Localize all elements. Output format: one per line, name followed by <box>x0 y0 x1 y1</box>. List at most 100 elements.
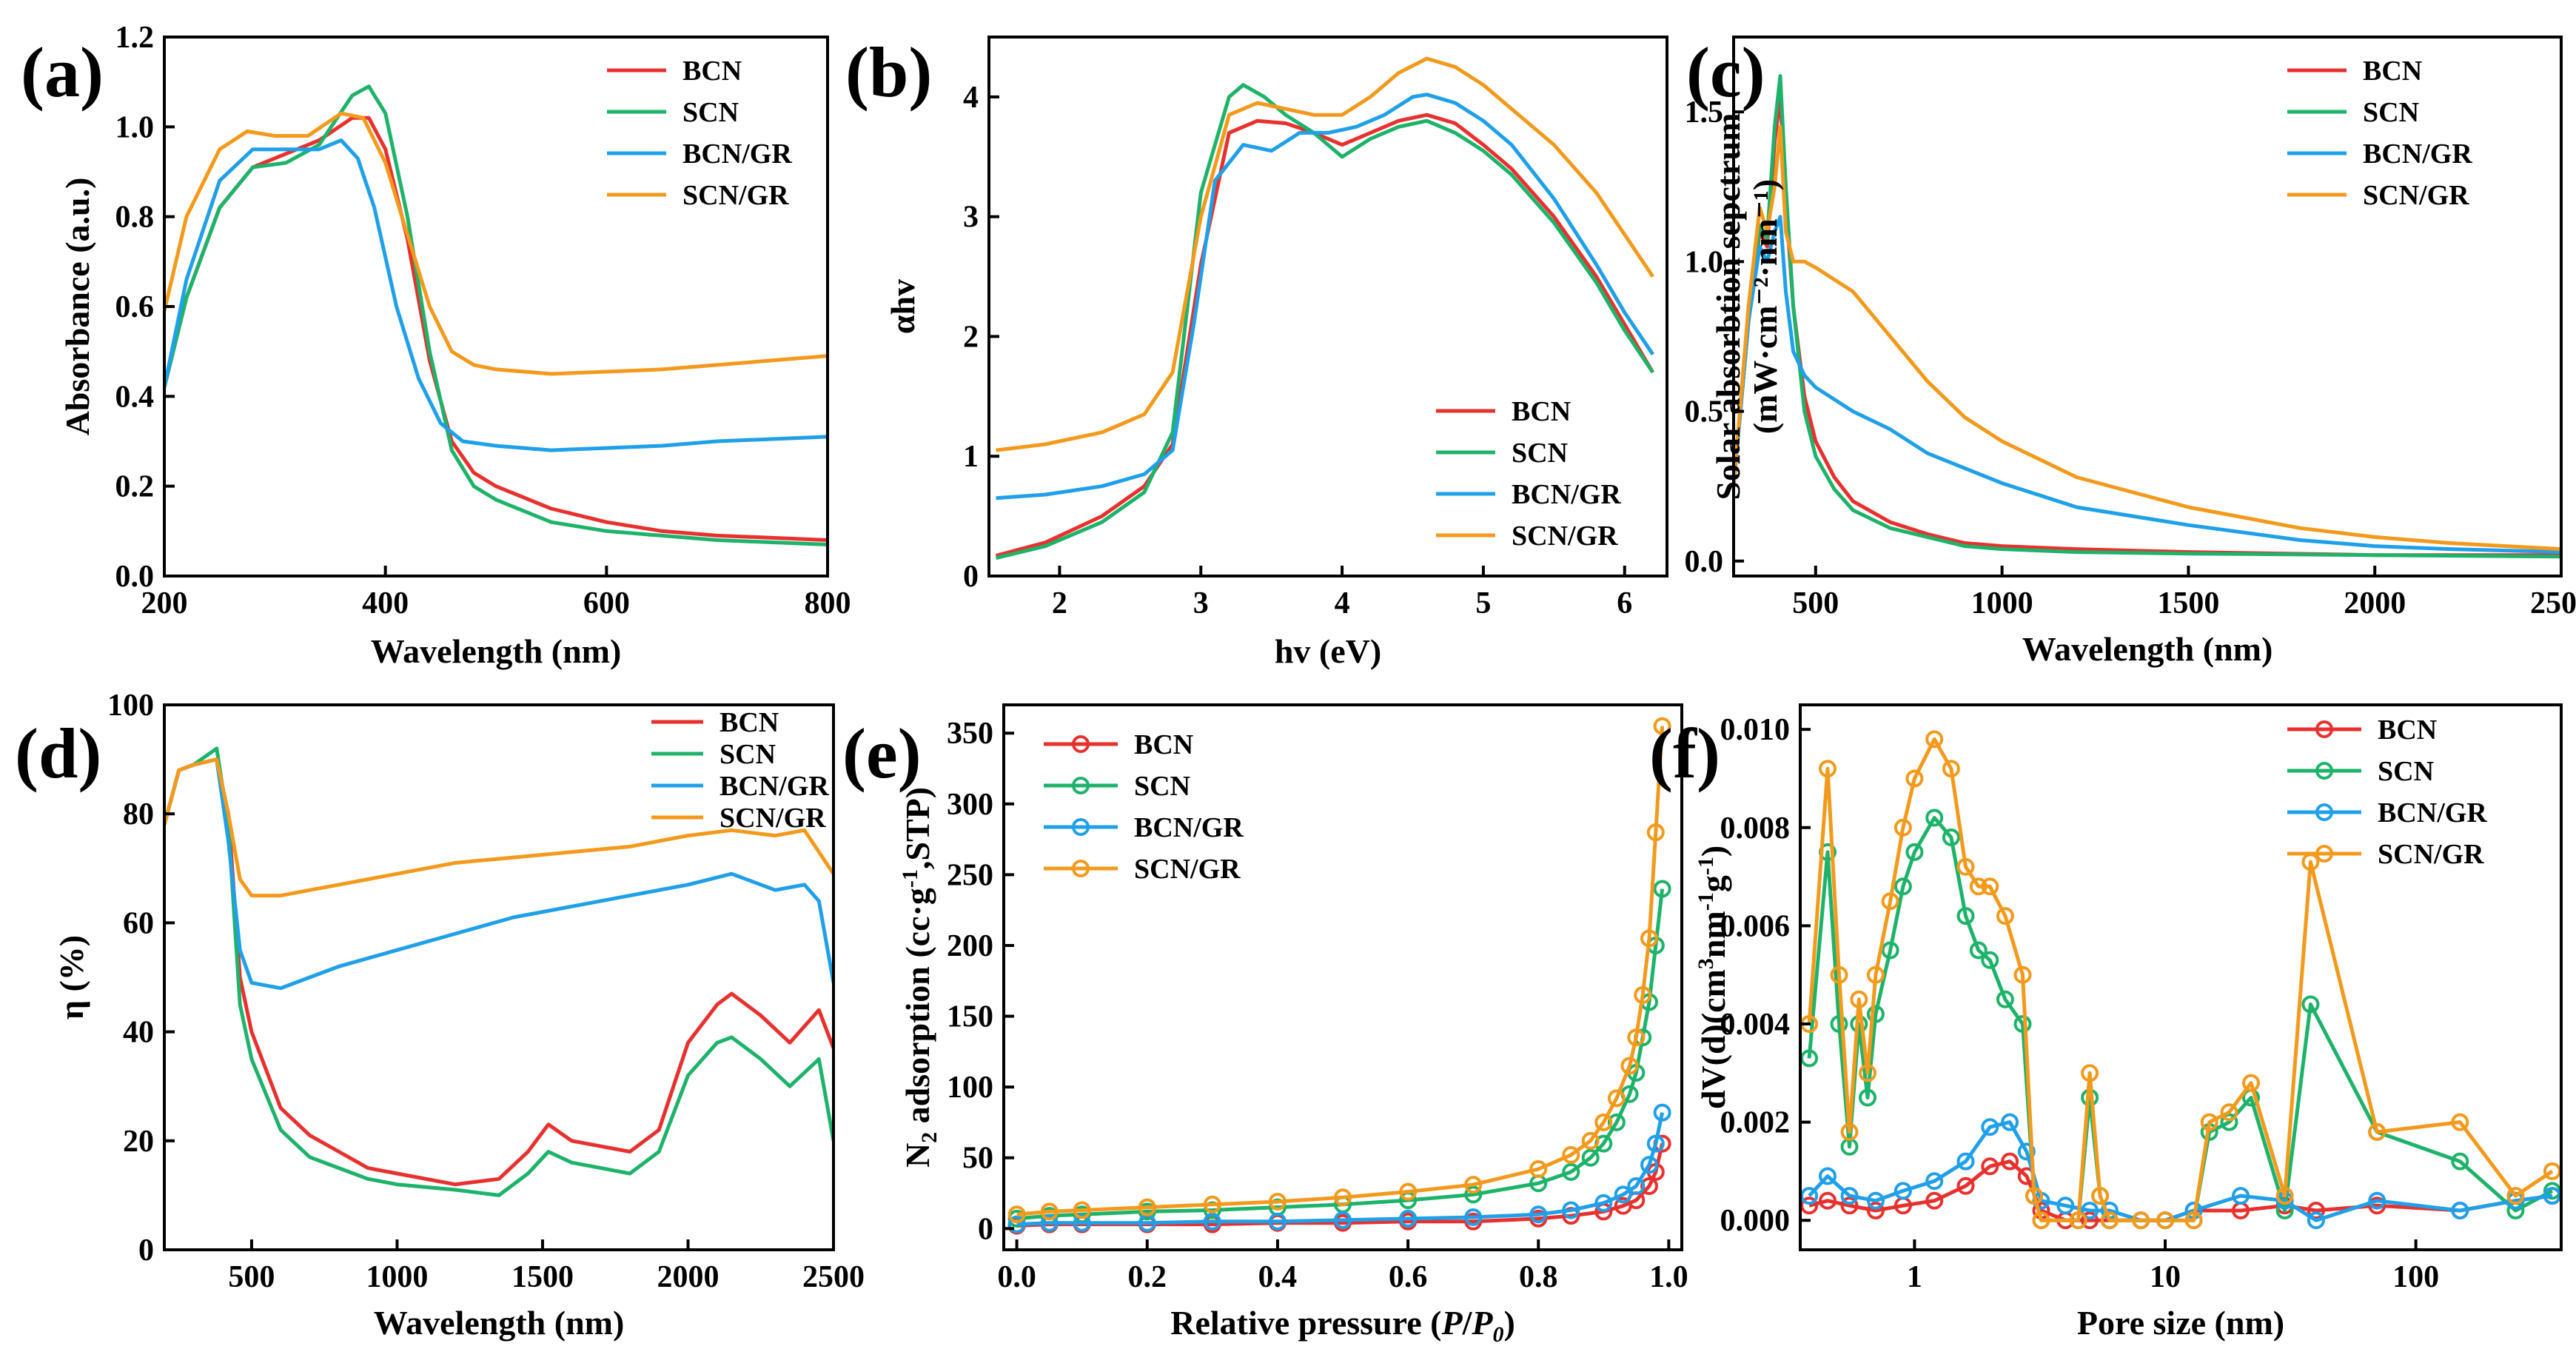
x-tick-label: 500 <box>228 1260 275 1294</box>
series-line-scn-gr <box>1734 124 2561 552</box>
data-point <box>1607 1113 1626 1131</box>
x-tick-label: 100 <box>2392 1260 2439 1294</box>
x-axis-label: Wavelength (nm) <box>371 632 622 670</box>
series-line-scn-gr <box>1807 737 2554 1222</box>
y-tick-label: 0.0 <box>1685 545 1724 579</box>
data-point <box>1981 1118 1999 1137</box>
x-axis-label: Relative pressure (P/P0) <box>1170 1304 1515 1347</box>
data-point <box>1866 1191 1885 1210</box>
data-point <box>1646 1134 1665 1153</box>
data-point <box>1894 1182 1912 1200</box>
data-point <box>1334 1188 1352 1207</box>
data-point <box>1464 1185 1483 1204</box>
data-point <box>1138 1198 1156 1216</box>
data-point <box>1925 809 1944 827</box>
x-tick-label: 1500 <box>511 1260 574 1294</box>
data-point <box>1073 1214 1091 1232</box>
data-point <box>1594 1194 1613 1212</box>
data-point <box>2543 1182 2561 1200</box>
legend-marker <box>2315 803 2333 821</box>
y-axis-label: Solar absorbtion sepctrum <box>1709 113 1747 500</box>
y-tick-label: 60 <box>123 906 154 940</box>
x-label-part: ) <box>1503 1304 1515 1342</box>
x-tick-label: 0.2 <box>1128 1260 1167 1294</box>
y-tick-label: 0.5 <box>1685 395 1724 429</box>
data-point <box>2132 1211 2150 1230</box>
y-tick-label: 2 <box>963 320 979 354</box>
series-line-bcn-gr <box>1734 215 2561 555</box>
y-tick-label: 20 <box>123 1125 154 1159</box>
legend-marker <box>2315 720 2333 738</box>
data-point <box>1881 941 1899 960</box>
y-tick-label: 250 <box>947 858 993 892</box>
y-tick-label: 0.2 <box>115 470 155 504</box>
panel-letter: (f) <box>1649 714 1720 793</box>
axes-frame <box>1002 703 1683 1251</box>
data-point <box>2368 1122 2387 1141</box>
axes-frame <box>163 703 835 1251</box>
data-point <box>1925 730 1944 749</box>
data-point <box>1268 1193 1287 1211</box>
data-point <box>1562 1162 1580 1181</box>
y-tick-label: 0.006 <box>1720 909 1791 943</box>
panel-d: 0 20 40 60 80 100 500 1000 1500 2000 2500 Wavelengt… <box>15 689 865 1342</box>
y-label-part: g <box>1694 875 1732 892</box>
y-label-part: ,STP) <box>899 787 936 869</box>
data-point <box>1634 985 1652 1004</box>
data-point <box>1905 843 1924 861</box>
y-tick-label: 0.6 <box>115 290 155 324</box>
x-tick-label: 0.8 <box>1519 1260 1558 1294</box>
y-tick-label: 0.010 <box>1720 713 1791 747</box>
x-axis-label: hv (eV) <box>1275 632 1381 670</box>
legend-label: SCN <box>1512 438 1568 469</box>
data-point <box>1040 1214 1059 1232</box>
data-point <box>1040 1202 1059 1221</box>
y-tick-label: 1.0 <box>115 110 155 144</box>
data-point <box>1399 1182 1418 1201</box>
data-point <box>1203 1212 1221 1231</box>
y-tick-label: 4 <box>963 81 979 115</box>
panel-b: 0 1 2 3 4 2 3 4 5 6 hv (eV) αhv (b) BCN SCN BCN/GR SCN/G… <box>845 33 1668 670</box>
data-point <box>1969 877 1988 896</box>
legend-label: SCN/GR <box>2363 180 2469 211</box>
data-point <box>2025 1187 2043 1205</box>
data-point <box>1800 1196 1819 1215</box>
x-tick-label: 2500 <box>2530 586 2576 620</box>
data-point <box>2013 1015 2032 1033</box>
x-tick-label: 1000 <box>1971 586 2033 620</box>
y-tick-label: 0 <box>963 560 979 594</box>
data-point <box>2242 1074 2260 1092</box>
data-point <box>2307 1202 2325 1219</box>
x-tick-label: 2000 <box>2344 586 2406 620</box>
x-tick-label: 3 <box>1193 586 1209 620</box>
series-line-bcn-gr <box>164 757 833 991</box>
data-point <box>1981 877 1999 896</box>
data-point <box>1073 1201 1091 1219</box>
data-point <box>1840 1187 1859 1205</box>
data-point <box>2301 995 2320 1014</box>
y-label-part: -1 <box>1694 892 1718 911</box>
panel-letter: (d) <box>15 714 101 793</box>
y-tick-label: 0.0 <box>115 560 155 594</box>
data-point <box>1996 990 2014 1008</box>
x-tick-label: 1.0 <box>1649 1260 1688 1294</box>
legend-marker <box>2315 762 2333 780</box>
y-tick-label: 300 <box>947 788 993 822</box>
legend-marker <box>2315 845 2333 863</box>
x-tick-label: 2000 <box>657 1260 719 1294</box>
x-label-part: / <box>1462 1304 1473 1342</box>
data-point <box>1840 1122 1859 1141</box>
data-point <box>2091 1187 2110 1205</box>
data-point <box>1640 1156 1658 1174</box>
data-point <box>1925 1191 1944 1210</box>
data-point <box>2100 1211 2119 1230</box>
y-label-part: nm <box>1694 911 1732 958</box>
x-tick-label: 800 <box>805 586 851 620</box>
y-tick-label: 1.5 <box>1685 96 1724 130</box>
data-point <box>2032 1211 2050 1230</box>
y-tick-label: 3 <box>963 201 979 235</box>
x-label-part: P <box>1471 1304 1493 1342</box>
legend-label: BCN/GR <box>1512 479 1621 510</box>
data-point <box>1614 1185 1632 1204</box>
panel-a: 0.0 0.2 0.4 0.6 0.8 1.0 1.2 200 400 600 800 Wavelen… <box>21 21 851 670</box>
